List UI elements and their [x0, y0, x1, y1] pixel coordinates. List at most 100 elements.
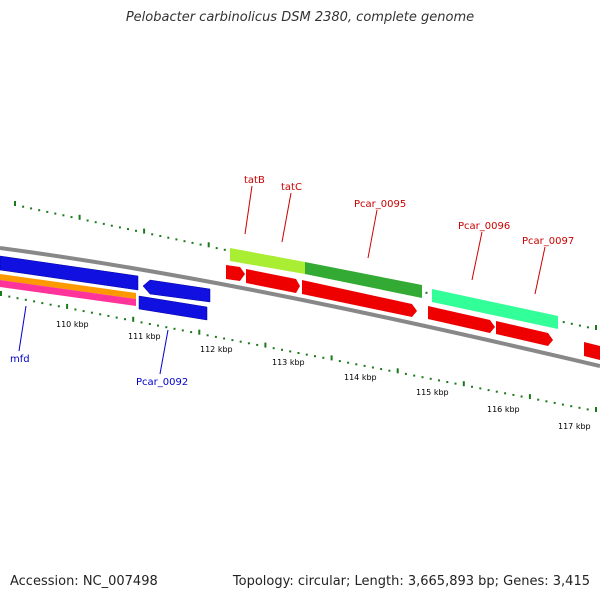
gene-feature-red-4[interactable]	[428, 306, 495, 333]
inner-tick	[595, 407, 597, 412]
outer-tick	[78, 214, 81, 220]
outer-tick	[135, 229, 137, 232]
kbp-label-115: 115 kbp	[416, 388, 449, 397]
gene-feature-pcar0096[interactable]	[432, 289, 558, 329]
outer-tick	[175, 238, 178, 241]
leader-tatb	[244, 185, 253, 235]
gene-feature-red-1[interactable]	[226, 265, 245, 281]
inner-tick	[429, 377, 432, 380]
inner-tick	[404, 372, 407, 375]
inner-tick	[570, 405, 573, 408]
inner-tick	[487, 389, 490, 392]
kbp-label-110: 110 kbp	[56, 320, 89, 329]
kbp-label-116: 116 kbp	[487, 405, 520, 414]
outer-tick	[562, 321, 565, 324]
gene-feature-red-5[interactable]	[496, 321, 553, 346]
genome-backbone	[0, 246, 600, 368]
gene-feature-pcar0092[interactable]	[138, 295, 208, 321]
inner-tick	[90, 311, 93, 314]
leader-pcar0096	[471, 231, 483, 281]
outer-tick	[199, 243, 202, 246]
outer-tick	[70, 216, 73, 219]
gene-feature-red-3[interactable]	[302, 280, 417, 317]
gene-label-pcar0092[interactable]: Pcar_0092	[136, 377, 188, 388]
leader-pcar0097	[534, 246, 546, 295]
outer-tick	[167, 236, 170, 239]
inner-tick	[8, 295, 11, 298]
inner-tick	[214, 335, 217, 338]
inner-tick	[528, 394, 531, 400]
inner-tick	[338, 360, 341, 363]
outer-tick	[215, 247, 218, 250]
gene-feature-orange[interactable]	[0, 274, 136, 299]
inner-tick	[545, 400, 548, 403]
inner-tick	[82, 310, 85, 313]
outer-tick	[191, 241, 194, 244]
gene-label-mfd[interactable]: mfd	[10, 354, 30, 365]
inner-tick	[24, 298, 27, 301]
inner-tick	[239, 340, 242, 343]
outer-tick	[38, 209, 41, 212]
inner-tick	[380, 368, 383, 371]
kbp-label-111: 111 kbp	[128, 332, 161, 341]
inner-tick	[198, 329, 201, 335]
gene-feature-blue-long[interactable]	[0, 255, 139, 291]
inner-tick	[132, 316, 135, 322]
inner-tick	[471, 385, 473, 388]
gene-label-pcar0097[interactable]: Pcar_0097	[522, 236, 574, 247]
inner-tick	[264, 342, 267, 348]
outer-tick	[86, 219, 89, 222]
gene-label-tatb[interactable]: tatB	[244, 175, 265, 186]
gene-label-pcar0095[interactable]: Pcar_0095	[354, 199, 406, 210]
outer-tick	[118, 226, 121, 229]
inner-tick	[206, 334, 209, 337]
inner-tick	[421, 376, 424, 379]
outer-tick	[22, 205, 25, 208]
inner-tick	[520, 395, 523, 398]
inner-tick	[553, 401, 556, 404]
gene-feature-tatb[interactable]	[230, 248, 305, 274]
gene-feature-red-6[interactable]	[584, 342, 600, 360]
inner-tick	[41, 302, 44, 305]
gene-label-pcar0096[interactable]: Pcar_0096	[458, 221, 510, 232]
inner-tick	[413, 374, 416, 377]
gene-feature-blue-arrow-left[interactable]	[142, 279, 211, 303]
outer-tick	[207, 242, 210, 248]
outer-tick	[151, 233, 154, 236]
outer-tick	[110, 224, 113, 227]
outer-tick	[94, 221, 97, 224]
outer-tick	[30, 207, 33, 210]
inner-tick	[512, 393, 515, 396]
inner-tick	[479, 387, 482, 390]
inner-tick	[297, 352, 300, 354]
leader-mfd	[18, 305, 27, 352]
inner-tick	[157, 324, 159, 327]
inner-tick	[305, 353, 308, 356]
inner-tick	[247, 342, 250, 345]
inner-tick	[363, 364, 366, 367]
kbp-label-112: 112 kbp	[200, 345, 233, 354]
kbp-label-114: 114 kbp	[344, 373, 377, 382]
outer-tick	[183, 240, 186, 243]
outer-tick	[127, 228, 129, 231]
inner-tick	[223, 337, 226, 340]
inner-tick	[49, 303, 52, 306]
gene-feature-red-2[interactable]	[246, 269, 300, 293]
inner-tick	[181, 329, 184, 332]
outer-tick	[586, 326, 589, 329]
gene-label-tatc[interactable]: tatC	[281, 182, 302, 193]
inner-tick	[446, 381, 449, 383]
inner-tick	[537, 398, 540, 401]
outer-tick	[570, 322, 573, 325]
gene-feature-tatc[interactable]	[305, 262, 422, 298]
inner-tick	[99, 313, 102, 316]
accession-text: Accession: NC_007498	[10, 574, 158, 589]
inner-tick	[57, 305, 60, 308]
inner-tick	[33, 300, 36, 303]
inner-tick	[586, 408, 589, 411]
gene-feature-pink[interactable]	[0, 280, 136, 306]
inner-tick	[281, 348, 283, 351]
outer-tick	[102, 222, 105, 225]
inner-tick	[438, 379, 440, 382]
